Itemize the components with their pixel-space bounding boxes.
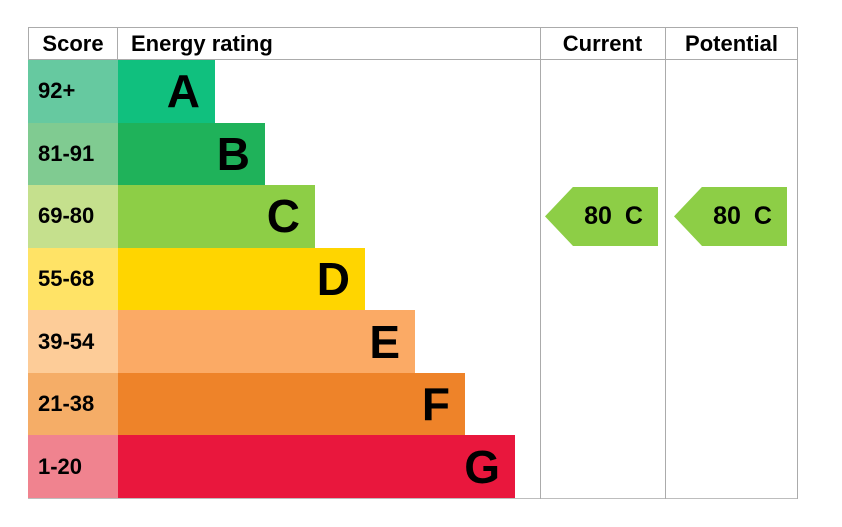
rating-letter: A — [166, 65, 200, 118]
score-range-cell-e: 39-54 — [28, 310, 118, 373]
rating-bar-b: B — [118, 122, 265, 186]
header-border-left — [28, 27, 29, 60]
band-row-f: 21-38 F — [28, 372, 798, 436]
rating-bar-f: F — [118, 372, 465, 436]
rating-bar-c: C — [118, 185, 315, 248]
score-range-label: 55-68 — [38, 266, 95, 292]
score-range-label: 69-80 — [38, 203, 95, 229]
table-border-bottom — [28, 498, 798, 499]
rating-letter: E — [369, 315, 400, 368]
score-range-cell-b: 81-91 — [28, 122, 118, 186]
score-header: Score — [42, 30, 104, 56]
current-column-left-border — [540, 27, 541, 499]
score-range-cell-c: 69-80 — [28, 185, 118, 248]
score-range-cell-d: 55-68 — [28, 247, 118, 311]
band-row-c: 69-80 C — [28, 185, 798, 248]
score-range-cell-f: 21-38 — [28, 372, 118, 436]
rating-bar-a: A — [118, 60, 215, 123]
band-row-b: 81-91 B — [28, 122, 798, 186]
current-score-value: 80 — [584, 201, 612, 230]
table-border-right — [797, 27, 798, 499]
score-range-cell-g: 1-20 — [28, 435, 118, 499]
score-range-cell-a: 92+ — [28, 60, 118, 123]
band-row-a: 92+ A — [28, 60, 798, 123]
rating-letter: G — [464, 440, 500, 493]
table-border-top — [28, 27, 798, 28]
rating-letter: D — [316, 253, 350, 306]
band-row-e: 39-54 E — [28, 310, 798, 373]
rating-bands: 92+ A 81-91 B 69-80 C 55-68 D 39-54 E 21-38 F 1-20 G — [28, 60, 798, 499]
rating-letter: B — [216, 127, 250, 180]
potential-rating-letter: C — [753, 201, 772, 230]
rating-bar-d: D — [118, 247, 365, 311]
rating-letter: C — [266, 190, 300, 243]
score-range-label: 39-54 — [38, 328, 95, 354]
header-divider-line — [28, 59, 798, 60]
current-header: Current — [562, 30, 643, 56]
potential-score-value: 80 — [713, 201, 741, 230]
rating-bar-g: G — [118, 435, 515, 499]
rating-bar-e: E — [118, 310, 415, 373]
current-potential-divider — [665, 27, 666, 499]
score-range-label: 92+ — [38, 78, 76, 104]
potential-header: Potential — [685, 30, 778, 56]
band-row-g: 1-20 G — [28, 435, 798, 499]
score-range-label: 81-91 — [38, 140, 95, 166]
band-row-d: 55-68 D — [28, 247, 798, 311]
score-column-divider — [117, 27, 118, 60]
current-rating-letter: C — [624, 201, 643, 230]
score-range-label: 21-38 — [38, 391, 95, 417]
score-range-label: 1-20 — [38, 453, 83, 479]
rating-letter: F — [421, 378, 450, 431]
energy-rating-header: Energy rating — [131, 30, 273, 56]
